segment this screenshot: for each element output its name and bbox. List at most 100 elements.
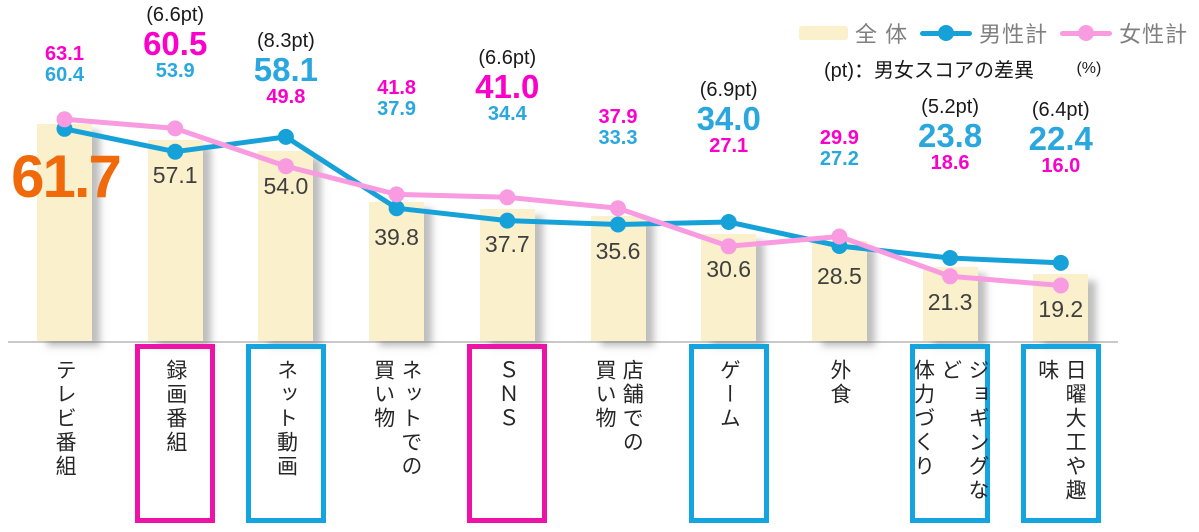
category-value-labels: (6.6pt) 41.0 34.4 <box>475 46 539 125</box>
category-value-labels: 63.1 60.4 <box>45 44 84 86</box>
female-value-label: 29.9 <box>819 127 859 149</box>
overall-value-label: 28.5 <box>817 263 862 290</box>
overall-bar <box>37 124 92 341</box>
overall-value-label: 39.8 <box>374 223 419 250</box>
overall-bar <box>369 201 425 341</box>
category-label-wrap: テレビ番組 <box>5 359 125 479</box>
male-point-10 <box>1052 254 1069 271</box>
male-point-6 <box>610 216 626 233</box>
male-line <box>62 126 1064 266</box>
female-point-7 <box>720 238 737 255</box>
overall-value-label: 19.2 <box>1038 296 1084 323</box>
female-point-6 <box>610 200 626 217</box>
female-point-4 <box>388 186 405 203</box>
female-value-label: 37.9 <box>598 106 638 128</box>
overall-bar <box>479 208 535 341</box>
pt-definition-note: (pt)：男女スコアの差異 <box>824 60 1034 82</box>
female-point-9 <box>942 268 959 285</box>
male-point-9 <box>942 250 959 266</box>
category-label-wrap: ネットでの 買い物 <box>337 359 457 479</box>
legend-female-label: 女性計 <box>1119 22 1189 47</box>
pt-diff-label: (8.3pt) <box>256 30 315 52</box>
legend-female-dot-icon <box>1078 25 1095 41</box>
female-value-label: 16.0 <box>1041 155 1081 177</box>
overall-value-label: 21.3 <box>927 288 973 315</box>
unit-note: (%) <box>1076 60 1102 77</box>
legend-overall-swatch <box>799 26 848 40</box>
pt-diff-label: (6.6pt) <box>146 4 205 26</box>
category-label: ネット動画 <box>274 359 298 479</box>
overall-value-label: 35.6 <box>595 238 641 265</box>
legend-male-line-marker <box>920 25 973 41</box>
category-box-cyan: ゲーム <box>688 344 769 523</box>
x-axis-line <box>8 341 1118 343</box>
male-point-3 <box>277 128 294 145</box>
category-label: ジョギングなど 体力づくり <box>911 359 990 503</box>
pt-diff-label: (5.2pt) <box>921 96 979 118</box>
male-value-label: 58.1 <box>253 51 319 88</box>
female-point-1 <box>56 111 73 128</box>
male-value-label: 53.9 <box>155 60 195 82</box>
legend-female-line-marker <box>1060 25 1113 41</box>
category-label: テレビ番組 <box>53 359 77 479</box>
male-value-label: 22.4 <box>1028 120 1093 157</box>
pt-diff-label: (6.9pt) <box>699 79 758 101</box>
legend-note: (pt)：男女スコアの差異 (%) <box>824 54 1101 83</box>
category-label: ネットでの 買い物 <box>371 359 422 479</box>
female-value-label: 60.5 <box>143 25 208 62</box>
female-value-label: 27.1 <box>709 135 749 157</box>
legend: 全 体 男性計 女性計 <box>799 18 1188 48</box>
male-value-label: 33.3 <box>598 127 638 149</box>
overall-value-label: 54.0 <box>263 173 309 200</box>
category-box-cyan: ジョギングなど 体力づくり <box>910 344 991 523</box>
male-value-label: 60.4 <box>45 64 84 86</box>
overall-value-label: 57.1 <box>152 162 198 189</box>
pt-diff-label: (6.6pt) <box>478 47 537 69</box>
category-label-wrap: 店舗での 買い物 <box>558 359 678 455</box>
category-value-labels: (8.3pt) 58.1 49.8 <box>254 29 318 108</box>
category-label: 録画番組 <box>163 359 187 455</box>
female-point-3 <box>277 158 294 175</box>
legend-male-dot-icon <box>938 25 955 41</box>
female-point-8 <box>831 228 848 245</box>
male-value-label: 37.9 <box>377 98 417 120</box>
category-label: 外食 <box>828 359 852 407</box>
overall-bar <box>590 216 646 341</box>
category-box-cyan: ネット動画 <box>245 344 326 523</box>
male-value-label: 34.0 <box>696 100 761 137</box>
female-value-label: 18.6 <box>930 152 970 174</box>
female-point-2 <box>167 120 184 137</box>
category-box-cyan: 日曜大工や趣味 <box>1020 344 1101 523</box>
category-box-pink: ＳＮＳ <box>467 344 548 523</box>
legend-male-label: 男性計 <box>979 22 1049 47</box>
legend-overall-label: 全 体 <box>855 22 909 47</box>
category-label: 日曜大工や趣味 <box>1035 359 1087 503</box>
category-value-labels: 41.8 37.9 <box>377 78 416 120</box>
female-point-5 <box>499 189 516 206</box>
female-value-label: 41.8 <box>377 77 417 99</box>
category-value-labels: (6.9pt) 34.0 27.1 <box>697 78 761 157</box>
pt-diff-label: (6.4pt) <box>1031 99 1090 121</box>
overall-value-label: 37.7 <box>484 230 530 257</box>
category-label-wrap: 外食 <box>779 359 899 407</box>
overall-bar <box>258 151 314 341</box>
category-label: 店舗での 買い物 <box>593 359 644 455</box>
male-value-label: 34.4 <box>487 103 527 125</box>
overall-bar <box>147 140 203 341</box>
male-point-5 <box>499 212 516 229</box>
category-label: ＳＮＳ <box>495 359 519 431</box>
male-point-4 <box>388 200 405 217</box>
female-point-10 <box>1052 277 1069 294</box>
overall-highlight-value: 61.7 <box>11 143 122 210</box>
category-box-pink: 録画番組 <box>135 344 216 523</box>
category-value-labels: (6.6pt) 60.5 53.9 <box>143 3 207 82</box>
overall-bar <box>811 241 867 341</box>
category-label: ゲーム <box>717 359 741 431</box>
female-value-label: 41.0 <box>475 68 540 105</box>
overall-value-label: 30.6 <box>706 256 752 282</box>
male-value-label: 23.8 <box>917 117 983 154</box>
category-value-labels: (6.4pt) 22.4 16.0 <box>1029 98 1093 177</box>
female-value-label: 63.1 <box>45 43 84 65</box>
